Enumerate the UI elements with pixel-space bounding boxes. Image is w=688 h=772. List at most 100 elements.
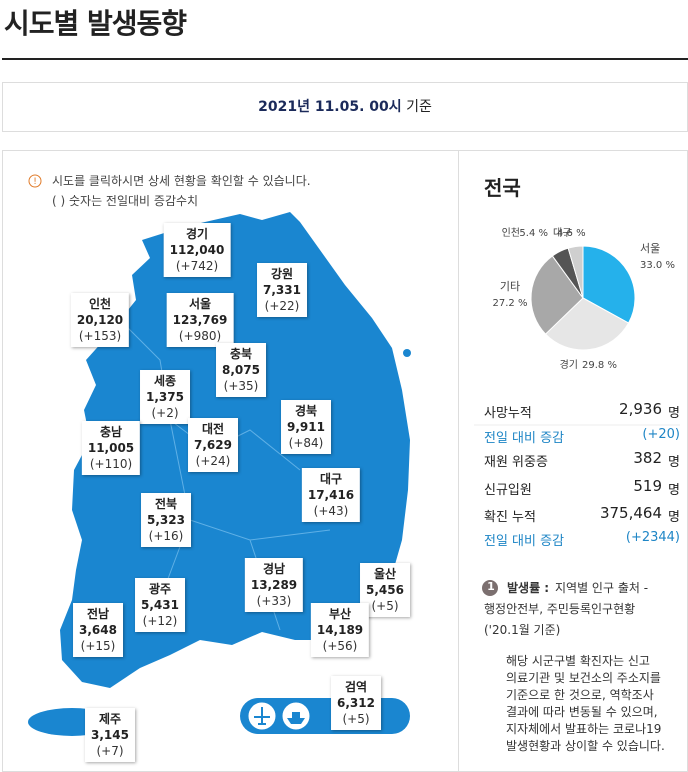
note-click: 시도를 클릭하시면 상세 현황을 확인할 수 있습니다. (52, 174, 311, 188)
footnote-body: 기준으로 한 것으로, 역학조사 (506, 688, 654, 702)
region-name: 경북 (294, 404, 318, 418)
summary-row: 재원 위중증 382 명 (484, 449, 680, 470)
row-unit: 명 (668, 406, 680, 421)
region-box[interactable]: 부산 14,189 (+56) (310, 603, 370, 657)
region-name: 제주 (98, 712, 122, 726)
row-label: 재원 위중증 (484, 455, 548, 470)
region-name: 대전 (201, 422, 225, 436)
row-label: 신규입원 (484, 483, 532, 498)
region-box[interactable]: 서울 123,769 (+980) (166, 293, 234, 347)
row-value: (+20) (642, 427, 680, 442)
info-icon-mark: ! (33, 177, 37, 187)
row-value: 519 (633, 477, 662, 495)
row-value: 382 (633, 449, 662, 467)
region-cases: 112,040 (169, 243, 225, 257)
region-cases: 13,289 (250, 578, 298, 592)
row-unit: 명 (668, 510, 680, 525)
row-label: 전일 대비 증감 (484, 534, 565, 549)
region-box[interactable]: 경기 112,040 (+742) (163, 223, 231, 277)
footnote-source: ('20.1월 기준) (484, 623, 561, 637)
region-change: (+5) (342, 712, 370, 726)
pie-label: 경기 (560, 358, 578, 371)
plane-glyph (254, 707, 270, 725)
pie-label: 대구 (553, 227, 571, 239)
pie-value-label: 5.4 % (519, 228, 548, 239)
region-box[interactable]: 세종 1,375 (+2) (140, 370, 190, 424)
region-name: 전남 (86, 607, 110, 621)
badge: 1 (487, 580, 495, 593)
region-box[interactable]: 경북 9,911 (+84) (281, 400, 331, 454)
pie-value-label: 27.2 % (493, 298, 528, 309)
region-box[interactable]: 광주 5,431 (+12) (135, 578, 185, 632)
region-change: (+110) (89, 457, 133, 471)
region-box[interactable]: 대전 7,629 (+24) (188, 418, 238, 472)
summary-row: 신규입원 519 명 (484, 477, 680, 498)
region-box[interactable]: 충북 8,075 (+35) (216, 343, 266, 397)
region-change: (+16) (148, 529, 184, 543)
region-box[interactable]: 경남 13,289 (+33) (244, 558, 304, 612)
date-suffix: 기준 (406, 99, 432, 115)
region-name: 인천 (88, 297, 112, 311)
region-change: (+980) (178, 329, 222, 343)
region-cases: 14,189 (316, 623, 364, 637)
region-cases: 9,911 (287, 420, 325, 434)
row-label: 전일 대비 증감 (484, 431, 565, 446)
footnote-body: 결과에 따라 변동될 수 있으며, (506, 705, 658, 719)
region-box[interactable]: 검역 6,312 (+5) (331, 676, 381, 730)
pie-label: 인천 (502, 227, 520, 239)
region-name: 전북 (154, 497, 178, 511)
summary-row: 전일 대비 증감 (+2344) (484, 530, 680, 549)
region-cases: 20,120 (76, 313, 124, 327)
row-unit: 명 (668, 455, 680, 470)
footnote-body: 의료기관 및 보건소의 주소지를 (506, 671, 661, 685)
region-box[interactable]: 인천 20,120 (+153) (70, 293, 130, 347)
region-box[interactable]: 충남 11,005 (+110) (81, 421, 141, 475)
region-name: 울산 (373, 567, 397, 581)
footnote-source: 행정안전부, 주민등록인구현황 (484, 602, 636, 616)
region-cases: 7,629 (194, 438, 232, 452)
region-name: 부산 (328, 607, 352, 621)
region-box[interactable]: 전남 3,648 (+15) (73, 603, 123, 657)
footnote-source: 지역별 인구 출처 - (555, 581, 649, 595)
region-change: (+24) (195, 454, 231, 468)
pie-slice (544, 297, 630, 351)
region-change: (+7) (96, 744, 124, 758)
region-cases: 5,456 (366, 583, 404, 597)
region-name: 대구 (319, 472, 343, 486)
pie-slice (582, 245, 636, 324)
badge-bg (482, 580, 498, 596)
region-box[interactable]: 제주 3,145 (+7) (85, 708, 135, 762)
pie-label: 기타 (500, 280, 520, 293)
region-change: (+153) (78, 329, 122, 343)
region-box[interactable]: 대구 17,416 (+43) (301, 468, 361, 522)
region-name: 광주 (148, 582, 172, 596)
pie-slice (530, 255, 584, 335)
summary-row: 사망누적 2,936 명 (484, 400, 680, 421)
region-name: 검역 (344, 680, 368, 694)
region-name: 충남 (99, 425, 123, 439)
region-cases: 11,005 (87, 441, 135, 455)
date: 2021년 11.05. 00시 (258, 99, 402, 115)
region-cases: 123,769 (172, 313, 228, 327)
region-cases: 5,431 (141, 598, 179, 612)
region-change: (+5) (371, 599, 399, 613)
region-cases: 6,312 (337, 696, 375, 710)
region-name: 경남 (262, 562, 286, 576)
region-change: (+56) (322, 639, 358, 653)
region-change: (+12) (142, 614, 178, 628)
region-box[interactable]: 강원 7,331 (+22) (257, 263, 307, 317)
region-name: 세종 (153, 374, 177, 388)
region-box[interactable]: 전북 5,323 (+16) (141, 493, 191, 547)
row-value: (+2344) (625, 530, 680, 545)
region-change: (+43) (313, 504, 349, 518)
row-value: 375,464 (599, 504, 662, 522)
region-change: (+742) (175, 259, 219, 273)
pie-value-label: 4.6 % (557, 228, 586, 239)
summary-row: 확진 누적 375,464 명 (484, 504, 680, 525)
pie-value-label: 29.8 % (582, 360, 617, 371)
row-label: 사망누적 (484, 406, 532, 421)
footnote-body: 해당 시군구별 확진자는 신고 (506, 654, 650, 668)
region-change: (+22) (264, 299, 300, 313)
info-icon (28, 174, 42, 188)
